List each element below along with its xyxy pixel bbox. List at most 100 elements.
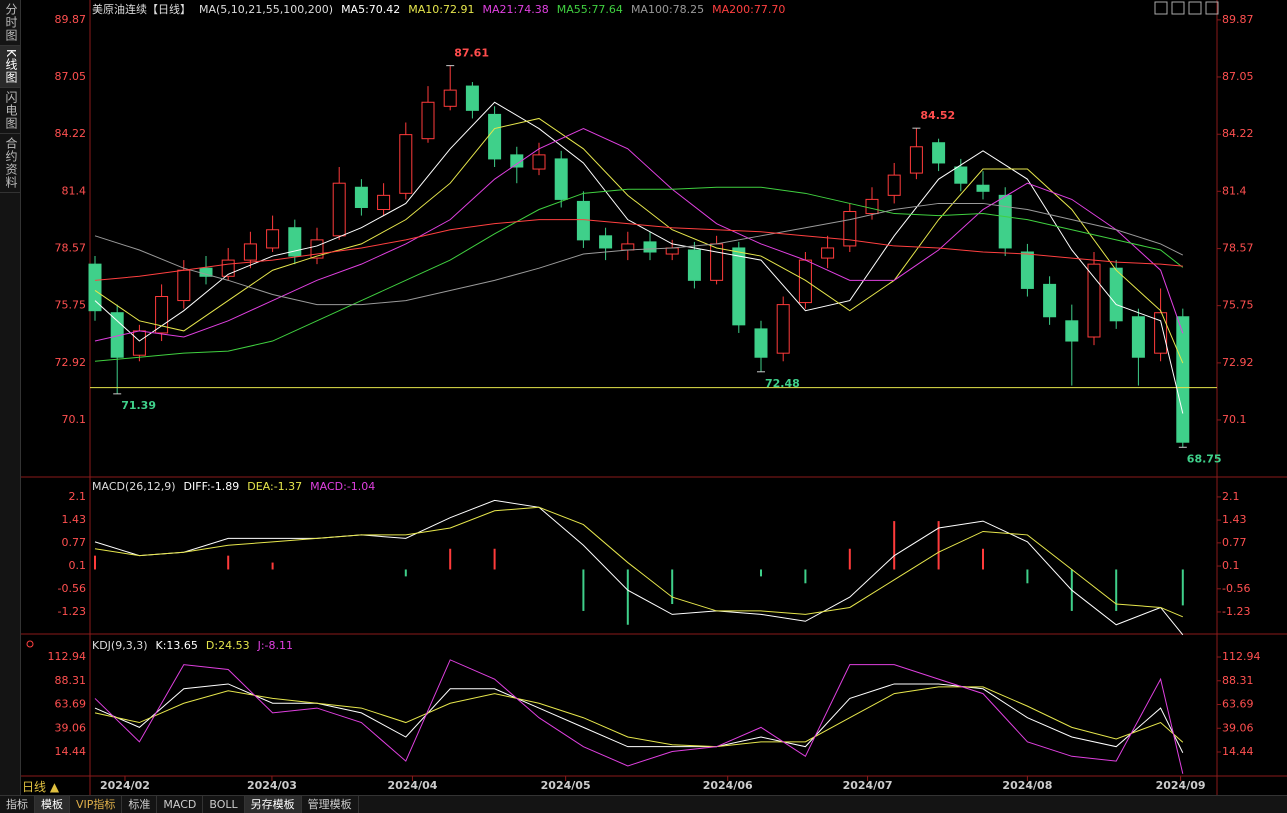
bottom-tab[interactable]: VIP指标 [70, 796, 123, 813]
x-tick-label: 2024/09 [1156, 779, 1206, 792]
candle-body [443, 89, 457, 107]
indicator-line [94, 101, 1184, 414]
y-tick-label: 87.05 [1222, 70, 1254, 83]
y-tick-label: 14.44 [55, 745, 87, 758]
candle-body [554, 158, 568, 200]
bottom-tab[interactable]: 指标 [0, 796, 35, 813]
candle-body [1020, 251, 1034, 289]
y-tick-label: 0.1 [1222, 559, 1240, 572]
candle-body [665, 247, 679, 255]
side-tab[interactable]: K线图 [0, 46, 20, 88]
candle-body [488, 113, 502, 160]
bottom-tab[interactable]: MACD [157, 796, 204, 813]
bottom-tab[interactable]: 另存模板 [244, 796, 302, 813]
y-tick-label: 81.4 [1222, 184, 1247, 197]
legend-entry: MACD:-1.04 [310, 480, 375, 493]
y-tick-label: 72.92 [1222, 356, 1254, 369]
y-tick-label: 88.31 [55, 674, 87, 687]
y-tick-label: 70.1 [62, 413, 87, 426]
y-tick-label: 84.22 [1222, 127, 1254, 140]
legend-entry: 美原油连续【日线】 [92, 2, 191, 16]
bottom-tab[interactable]: 管理模板 [302, 796, 359, 813]
x-tick-label: 2024/03 [247, 779, 297, 792]
icon[interactable] [1154, 1, 1168, 15]
legend-entry: MA10:72.91 [408, 3, 474, 16]
y-tick-label: 78.57 [1222, 242, 1254, 255]
candle-body [354, 186, 368, 208]
candle-body [465, 85, 479, 111]
side-tab[interactable]: 闪电图 [0, 88, 20, 134]
y-tick-label: 70.1 [1222, 413, 1247, 426]
y-tick-label: 2.1 [69, 490, 87, 503]
indicator-line [94, 506, 1183, 618]
bottom-tab[interactable]: BOLL [203, 796, 245, 813]
candle-body [266, 229, 280, 249]
y-tick-label: 81.4 [62, 184, 87, 197]
candle-body [132, 330, 146, 356]
side-tabs: 分时图 K线图 闪电图 合约资料 [0, 0, 21, 795]
y-tick-label: -0.56 [58, 582, 86, 595]
y-tick-label: -1.23 [1222, 605, 1250, 618]
candle-body [776, 304, 790, 354]
icon[interactable] [1171, 1, 1185, 15]
y-tick-label: 89.87 [1222, 13, 1254, 26]
icon[interactable] [1188, 1, 1202, 15]
legend-entry: J:-8.11 [257, 639, 293, 652]
x-tick-label: 2024/02 [100, 779, 150, 792]
candle-body [1065, 320, 1079, 342]
legend-entry: MA(5,10,21,55,100,200) [199, 3, 333, 16]
bottom-tab[interactable]: 标准 [122, 796, 158, 813]
chart: 70.1 70.1 72.92 72.92 75.75 75.75 78.57 78.57 81… [20, 0, 1287, 795]
indicator-line [94, 219, 1183, 281]
y-tick-label: 88.31 [1222, 674, 1254, 687]
indicator-line [94, 683, 1184, 753]
y-tick-label: -0.56 [1222, 582, 1250, 595]
side-tab[interactable]: 分时图 [0, 0, 20, 46]
x-tick-label: 2024/08 [1002, 779, 1052, 792]
candle-body [1087, 263, 1101, 338]
candle-body [1176, 316, 1190, 443]
legend-entry: K:13.65 [156, 639, 198, 652]
candle-body [932, 142, 946, 164]
candle-body [732, 247, 746, 326]
candle-body [155, 296, 169, 334]
bottom-tab[interactable]: 模板 [35, 796, 70, 813]
x-tick-label: 2024/07 [843, 779, 893, 792]
candle-body [1131, 316, 1145, 358]
icon[interactable] [1205, 1, 1219, 15]
y-tick-label: 0.77 [62, 536, 87, 549]
indicator-line [94, 686, 1184, 748]
legend-entry: MA5:70.42 [341, 3, 400, 16]
candle-body [288, 227, 302, 257]
candle-body [621, 243, 635, 251]
candle-body [954, 166, 968, 184]
legend-entry: KDJ(9,3,3) [92, 639, 148, 652]
candle-body [1043, 283, 1057, 318]
extreme-label: 84.52 [920, 109, 955, 122]
toolbar-icons[interactable] [1154, 1, 1219, 15]
candle-body [887, 174, 901, 196]
y-tick-label: 78.57 [55, 242, 87, 255]
candle-body [421, 101, 435, 140]
legend-entry: D:24.53 [206, 639, 250, 652]
candle-body [821, 247, 835, 259]
side-tab[interactable]: 合约资料 [0, 134, 20, 193]
y-tick-label: 84.22 [55, 127, 87, 140]
x-tick-label: 2024/06 [703, 779, 753, 792]
candle-body [798, 259, 812, 304]
y-tick-label: 0.1 [69, 559, 87, 572]
candle-body [1109, 267, 1123, 322]
legend-entry: MA200:77.70 [712, 3, 785, 16]
legend-entry: DEA:-1.37 [247, 480, 302, 493]
candle-body [177, 269, 191, 302]
candle-body [909, 146, 923, 174]
extreme-label: 87.61 [454, 47, 489, 60]
candle-body [976, 184, 990, 192]
period[interactable]: 日线 ▲ [22, 780, 60, 794]
indicator-line [94, 659, 1184, 774]
settings-dot[interactable] [26, 640, 34, 648]
candle-body [243, 243, 257, 261]
x-tick-label: 2024/05 [541, 779, 591, 792]
candle-body [687, 249, 701, 281]
